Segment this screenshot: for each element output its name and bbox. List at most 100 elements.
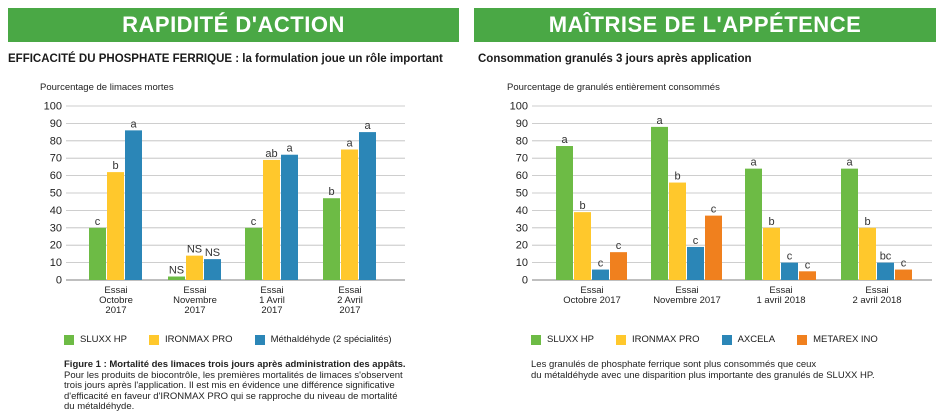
significance-label: c (805, 259, 811, 271)
left-legend-item: IRONMAX PRO (149, 334, 233, 345)
x-category-label: 1 Avril (259, 295, 285, 306)
bar (89, 227, 106, 280)
bar (859, 227, 876, 280)
bar (359, 132, 376, 280)
left-banner: RAPIDITÉ D'ACTION (8, 8, 459, 42)
right-legend-item: METAREX INO (797, 334, 878, 345)
legend-swatch (531, 334, 541, 345)
x-category-label: Essai (104, 285, 127, 296)
bar (705, 215, 722, 280)
significance-label: b (768, 216, 774, 228)
bar (799, 271, 816, 280)
bar (763, 227, 780, 280)
right-legend-item: IRONMAX PRO (616, 334, 700, 345)
x-category-label: Novembre 2017 (653, 295, 721, 306)
significance-label: ab (265, 148, 277, 160)
legend-label: IRONMAX PRO (632, 334, 700, 345)
x-category-label: Novembre (173, 295, 217, 306)
caption-line: d'efficacité en faveur d'IRONMAX PRO qui… (64, 390, 398, 402)
y-tick-label: 60 (516, 170, 528, 182)
significance-label: b (674, 171, 680, 183)
bar (341, 149, 358, 280)
caption-line: trois jours après l'application. Il est … (64, 380, 395, 391)
y-tick-label: 70 (516, 153, 528, 165)
x-category-label: 2017 (105, 305, 126, 316)
significance-label: bc (880, 251, 892, 263)
legend-label: IRONMAX PRO (165, 334, 233, 345)
significance-label: b (579, 200, 585, 212)
significance-label: NS (169, 265, 184, 277)
significance-label: c (616, 240, 622, 252)
significance-label: a (364, 120, 371, 132)
y-tick-label: 0 (56, 275, 62, 287)
y-tick-label: 80 (516, 135, 528, 147)
bar (204, 259, 221, 280)
y-tick-label: 90 (516, 118, 528, 130)
legend-label: SLUXX HP (547, 334, 594, 345)
significance-label: c (251, 216, 257, 228)
y-tick-label: 100 (44, 101, 62, 113)
significance-label: a (286, 143, 293, 155)
left-subtitle: EFFICACITÉ DU PHOSPHATE FERRIQUE : la fo… (8, 53, 443, 65)
significance-label: b (112, 160, 118, 172)
significance-label: c (787, 251, 793, 263)
legend-label: SLUXX HP (80, 334, 127, 345)
y-tick-label: 30 (516, 222, 528, 234)
significance-label: a (846, 157, 853, 169)
x-category-label: 2017 (339, 305, 360, 316)
y-tick-label: 90 (50, 118, 62, 130)
bar (107, 172, 124, 280)
legend-swatch (797, 334, 808, 345)
right-legend: SLUXX HP IRONMAX PRO AXCELA METAREX INO (531, 334, 900, 345)
x-category-label: Essai (865, 285, 888, 296)
x-category-label: Octobre (99, 295, 133, 306)
significance-label: NS (187, 244, 202, 256)
y-tick-label: 10 (50, 257, 62, 269)
x-category-label: Essai (769, 285, 792, 296)
bar (745, 168, 762, 280)
right-banner-title: MAÎTRISE DE L'APPÉTENCE (548, 12, 862, 37)
right-legend-item: SLUXX HP (531, 334, 594, 345)
left-legend-item: Méthaldéhyde (2 spécialités) (254, 334, 392, 345)
y-tick-label: 40 (516, 205, 528, 217)
caption-line: du métaldéhyde. (64, 401, 135, 412)
left-banner-title: RAPIDITÉ D'ACTION (122, 12, 345, 37)
significance-label: c (711, 204, 717, 216)
significance-label: b (864, 216, 870, 228)
right-y-axis-label: Pourcentage de granulés entièrement cons… (507, 82, 720, 93)
caption-title: Figure 1 : Mortalité des limaces trois j… (64, 359, 406, 370)
bar (281, 154, 298, 280)
significance-label: a (130, 118, 137, 130)
y-tick-label: 80 (50, 135, 62, 147)
left-caption: Figure 1 : Mortalité des limaces trois j… (64, 359, 406, 413)
bar (574, 212, 591, 280)
y-tick-label: 60 (50, 170, 62, 182)
significance-label: c (693, 235, 699, 247)
left-legend-item: SLUXX HP (64, 334, 127, 345)
y-tick-label: 0 (522, 275, 528, 287)
bar (687, 246, 704, 280)
bar (592, 269, 609, 280)
bar (263, 159, 280, 280)
bar (245, 227, 262, 280)
significance-label: c (901, 258, 907, 270)
legend-swatch (149, 334, 159, 345)
right-legend-item: AXCELA (721, 334, 775, 345)
bar (651, 126, 668, 280)
x-category-label: Essai (338, 285, 361, 296)
bar (556, 146, 573, 280)
right-caption: Les granulés de phosphate ferrique sont … (531, 359, 875, 381)
significance-label: b (328, 186, 334, 198)
x-category-label: Octobre 2017 (563, 295, 621, 306)
x-category-label: Essai (260, 285, 283, 296)
x-category-label: 1 avril 2018 (756, 295, 805, 306)
y-tick-label: 10 (516, 257, 528, 269)
bar (323, 198, 340, 280)
significance-label: a (750, 157, 757, 169)
bar (669, 182, 686, 280)
caption-line: du métaldéhyde avec une disparition plus… (531, 369, 875, 381)
legend-swatch (616, 334, 626, 345)
legend-label: METAREX INO (813, 334, 878, 345)
y-tick-label: 40 (50, 205, 62, 217)
